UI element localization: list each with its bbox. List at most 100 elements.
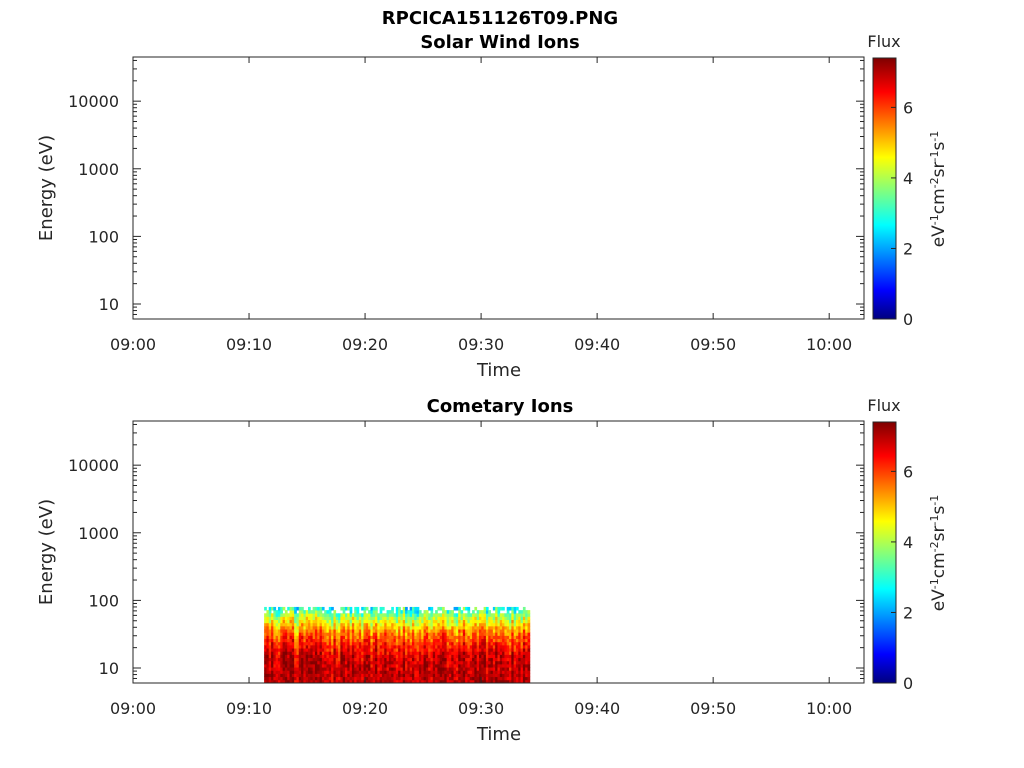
spectrogram-cell <box>430 606 434 611</box>
spectrogram-cell <box>282 679 286 684</box>
spectrogram-cell <box>333 670 337 674</box>
spectrogram-cell <box>497 657 501 662</box>
spectrogram-cell <box>331 654 334 659</box>
spectrogram-cell <box>331 673 334 678</box>
spectrogram-cell <box>347 670 351 674</box>
spectrogram-cell <box>275 629 279 633</box>
spectrogram-cell <box>342 663 346 668</box>
spectrogram-cell <box>344 676 348 681</box>
spectrogram-cell <box>340 657 344 662</box>
spectrogram-cell <box>416 679 420 684</box>
spectrogram-cell <box>328 657 332 662</box>
spectrogram-cell <box>495 654 498 659</box>
spectrogram-cell <box>513 629 517 633</box>
colorbar-title: Flux <box>867 396 900 415</box>
y-tick-label: 10 <box>99 295 119 314</box>
spectrogram-cell <box>398 629 401 633</box>
spectrogram-cell <box>395 622 399 627</box>
spectrogram-cell <box>298 651 302 655</box>
spectrogram-cell <box>446 657 450 662</box>
spectrogram-cell <box>411 648 415 652</box>
spectrogram-cell <box>391 651 394 655</box>
spectrogram-cell <box>289 641 293 646</box>
spectrogram-cell <box>476 644 480 649</box>
spectrogram-cell <box>333 676 337 681</box>
spectrogram-cell <box>379 673 383 678</box>
spectrogram-cell <box>513 648 517 652</box>
spectrogram-cell <box>421 638 424 643</box>
spectrogram-cell <box>509 606 512 611</box>
spectrogram-cell <box>266 651 270 655</box>
spectrogram-cell <box>287 679 290 684</box>
spectrogram-cell <box>497 641 501 646</box>
spectrogram-cell <box>407 644 411 649</box>
spectrogram-cell <box>499 667 503 671</box>
spectrogram-cell <box>368 635 371 640</box>
colorbar-tick-label: 6 <box>903 98 913 117</box>
spectrogram-cell <box>344 660 348 665</box>
spectrogram-cell <box>372 663 376 668</box>
spectrogram-cell <box>340 670 344 674</box>
spectrogram-cell <box>432 660 436 665</box>
spectrogram-cell <box>298 635 302 640</box>
spectrogram-cell <box>363 632 367 636</box>
spectrogram-cell <box>268 657 272 662</box>
spectrogram-cell <box>298 660 302 665</box>
spectrogram-cell <box>275 635 279 640</box>
spectrogram-cell <box>275 648 279 652</box>
spectrogram-cell <box>405 610 408 614</box>
spectrogram-cell <box>455 625 459 630</box>
spectrogram-cell <box>298 629 302 633</box>
spectrogram-cell <box>465 676 468 681</box>
spectrogram-cell <box>273 616 277 621</box>
spectrogram-cell <box>321 616 325 621</box>
spectrogram-cell <box>271 676 274 681</box>
spectrogram-cell <box>324 610 327 614</box>
spectrogram-cell <box>453 638 457 643</box>
spectrogram-cell <box>294 667 297 671</box>
spectrogram-cell <box>409 610 413 614</box>
spectrogram-cell <box>324 679 327 684</box>
spectrogram-cell <box>377 663 381 668</box>
spectrogram-cell <box>504 632 508 636</box>
spectrogram-cell <box>446 619 450 624</box>
spectrogram-cell <box>326 641 330 646</box>
spectrogram-cell <box>379 616 383 621</box>
spectrogram-cell <box>423 613 427 617</box>
spectrogram-cell <box>377 654 381 659</box>
spectrogram-cell <box>303 622 307 627</box>
spectrogram-cell <box>499 632 503 636</box>
spectrogram-cell <box>416 610 420 614</box>
spectrogram-cell <box>437 641 441 646</box>
spectrogram-cell <box>407 654 411 659</box>
spectrogram-cell <box>502 635 505 640</box>
spectrogram-cell <box>280 673 283 678</box>
spectrogram-cell <box>296 625 300 630</box>
spectrogram-cell <box>469 629 473 633</box>
spectrogram-cell <box>476 629 480 633</box>
spectrogram-cell <box>525 610 528 614</box>
spectrogram-cell <box>365 654 369 659</box>
spectrogram-cell <box>425 635 429 640</box>
spectrogram-cell <box>527 641 531 646</box>
spectrogram-cell <box>349 629 353 633</box>
spectrogram-cell <box>344 613 348 617</box>
spectrogram-cell <box>363 641 367 646</box>
spectrogram-cell <box>328 654 332 659</box>
spectrogram-cell <box>458 641 461 646</box>
spectrogram-cell <box>303 635 307 640</box>
spectrogram-cell <box>499 616 503 621</box>
spectrogram-cell <box>391 679 394 684</box>
colorbar-tick-label: 2 <box>903 239 913 258</box>
spectrogram-cell <box>497 635 501 640</box>
spectrogram-cell <box>289 619 293 624</box>
spectrogram-cell <box>328 667 332 671</box>
spectrogram-cell <box>485 606 489 611</box>
spectrogram-cell <box>506 660 510 665</box>
spectrogram-cell <box>284 613 288 617</box>
spectrogram-cell <box>405 651 408 655</box>
spectrogram-cell <box>349 619 353 624</box>
spectrogram-cell <box>448 625 452 630</box>
spectrogram-cell <box>453 619 457 624</box>
spectrogram-cell <box>499 641 503 646</box>
